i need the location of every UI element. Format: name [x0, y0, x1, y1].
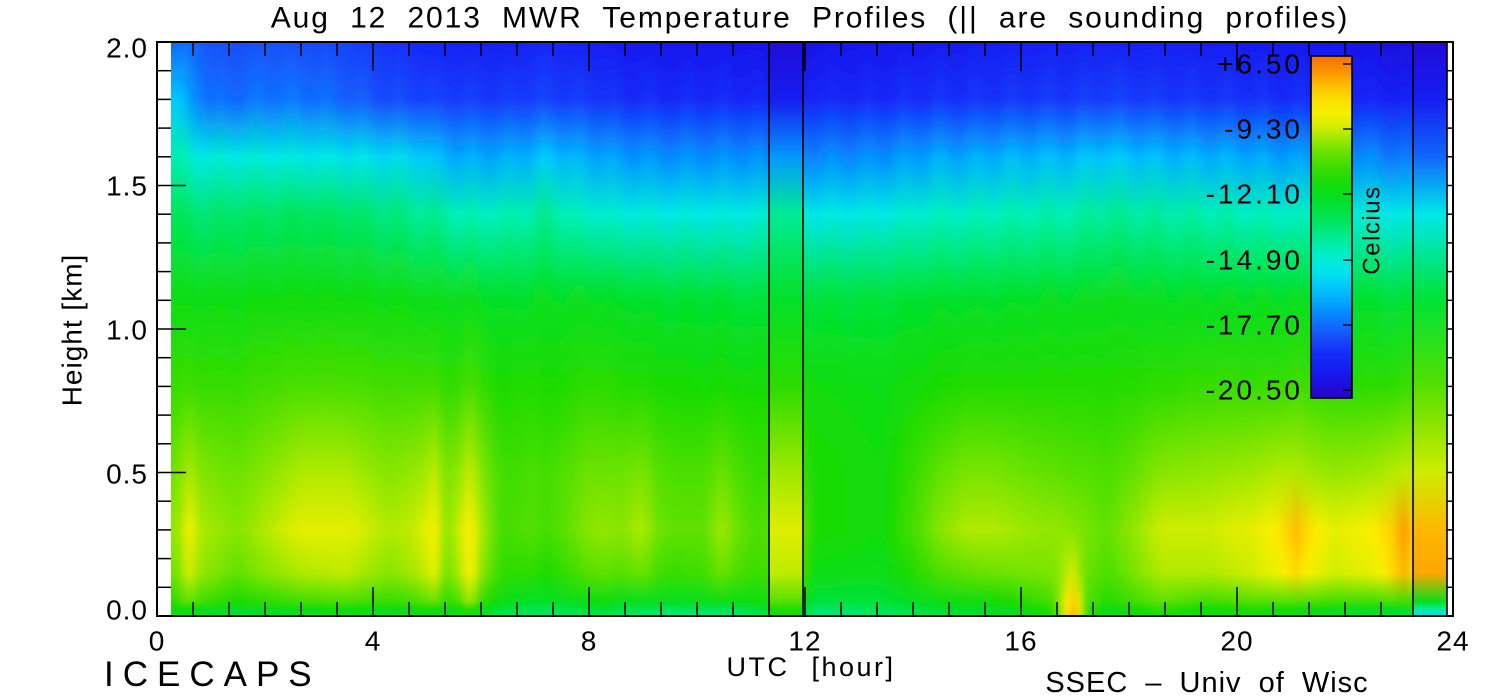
svg-text:UTC [hour]: UTC [hour]	[726, 652, 895, 682]
svg-text:Height [km]: Height [km]	[57, 254, 88, 407]
svg-text:1.0: 1.0	[106, 315, 148, 346]
svg-text:+6.50: +6.50	[1217, 49, 1303, 80]
svg-text:ICECAPS: ICECAPS	[104, 655, 321, 694]
svg-text:-9.30: -9.30	[1224, 114, 1303, 145]
svg-text:24: 24	[1436, 626, 1469, 657]
svg-text:Aug 12 2013 MWR Temperature Pr: Aug 12 2013 MWR Temperature Profiles (||…	[271, 2, 1349, 35]
svg-text:-20.50: -20.50	[1206, 375, 1303, 406]
svg-text:1.5: 1.5	[106, 171, 148, 202]
svg-text:4: 4	[365, 626, 382, 657]
svg-text:SSEC – Univ of Wisc: SSEC – Univ of Wisc	[1045, 667, 1368, 699]
svg-text:-17.70: -17.70	[1206, 310, 1303, 341]
svg-text:-12.10: -12.10	[1206, 179, 1303, 210]
svg-text:0.0: 0.0	[106, 595, 148, 626]
svg-text:20: 20	[1220, 626, 1253, 657]
svg-text:12: 12	[788, 626, 821, 657]
svg-text:0.5: 0.5	[106, 459, 148, 490]
svg-text:Celcius: Celcius	[1359, 185, 1386, 274]
svg-text:16: 16	[1004, 626, 1037, 657]
svg-text:8: 8	[581, 626, 598, 657]
svg-text:0: 0	[149, 626, 166, 657]
svg-text:-14.90: -14.90	[1206, 245, 1303, 276]
svg-text:2.0: 2.0	[106, 33, 148, 64]
